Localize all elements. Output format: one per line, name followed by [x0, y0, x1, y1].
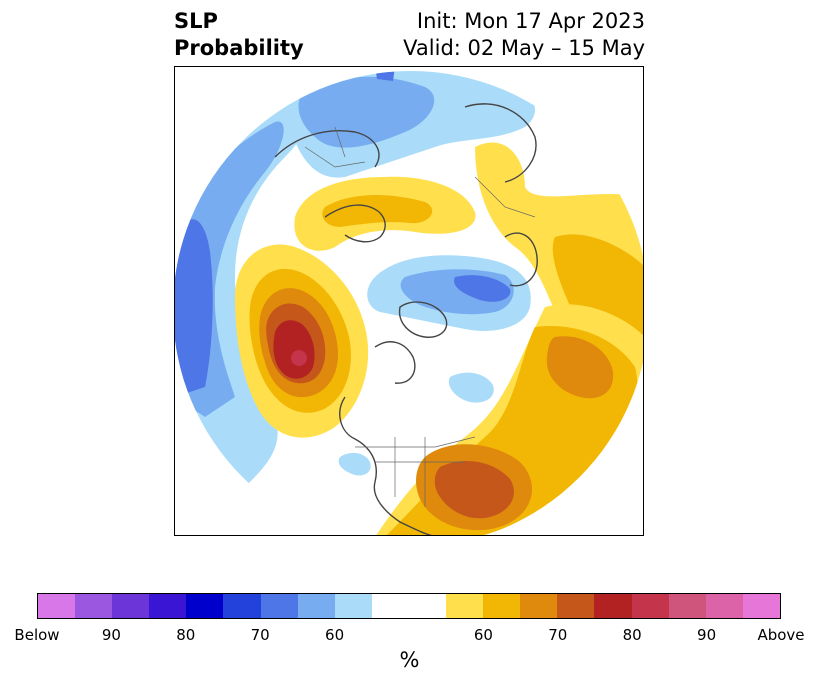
below-region-siberia-center [454, 275, 511, 302]
colorbar-cell [223, 594, 261, 618]
colorbar-cell [149, 594, 187, 618]
colorbar-unit: % [399, 648, 420, 672]
borders [304, 126, 536, 507]
below-region-europe-core [298, 76, 435, 148]
colorbar-cell [520, 594, 558, 618]
colorbar-tick-label: 90 [697, 626, 717, 644]
colorbar-ticks: Below 90 80 70 60 60 70 80 90 Above [14, 626, 804, 646]
colorbar-tick-label: 90 [101, 626, 121, 644]
colorbar-cell [408, 594, 447, 618]
colorbar-tick-label: 70 [250, 626, 270, 644]
colorbar-tick-label: 80 [622, 626, 642, 644]
above-region-alaska-peak [291, 350, 307, 366]
colorbar-cell [371, 594, 409, 618]
map-panel [174, 66, 644, 536]
colorbar-tick-label: 80 [176, 626, 196, 644]
colorbar-cell [297, 594, 335, 618]
coastlines [274, 103, 538, 535]
colorbar-cell [75, 594, 113, 618]
colorbar-cell [112, 594, 150, 618]
colorbar-tick-label: 70 [548, 626, 568, 644]
title-variable: SLP [174, 9, 218, 33]
colorbar-cell [483, 594, 521, 618]
colorbar-cell [446, 594, 484, 618]
polar-map [175, 71, 643, 535]
probability-field [175, 71, 643, 535]
colorbar-cell [186, 594, 224, 618]
colorbar-cell [557, 594, 595, 618]
colorbar-cell [38, 594, 76, 618]
colorbar-cell [705, 594, 743, 618]
colorbar-tick-label: 60 [473, 626, 493, 644]
colorbar-tick-label: Above [757, 626, 805, 644]
colorbar-cell [260, 594, 298, 618]
above-region-alaska-core [273, 320, 315, 379]
colorbar-tick-label: 60 [325, 626, 345, 644]
init-date: Init: Mon 17 Apr 2023 [416, 9, 645, 33]
colorbar [37, 593, 781, 619]
map-title: SLP Probability [174, 8, 304, 62]
below-region-west-us [338, 452, 371, 476]
below-region-europe-center [375, 71, 395, 81]
colorbar-cell [631, 594, 669, 618]
below-region-canada [448, 372, 494, 403]
title-quantity: Probability [174, 36, 304, 60]
valid-range: Valid: 02 May – 15 May [403, 36, 645, 60]
colorbar-cell [668, 594, 706, 618]
above-region-atlantic-center [546, 336, 614, 399]
above-region-se-us-core [434, 460, 514, 519]
colorbar-cell [594, 594, 632, 618]
colorbar-tick-label: Below [14, 626, 60, 644]
colorbar-cell [742, 594, 780, 618]
map-dates: Init: Mon 17 Apr 2023 Valid: 02 May – 15… [403, 8, 645, 62]
colorbar-cell [334, 594, 372, 618]
below-region-pacific-center [175, 219, 213, 397]
